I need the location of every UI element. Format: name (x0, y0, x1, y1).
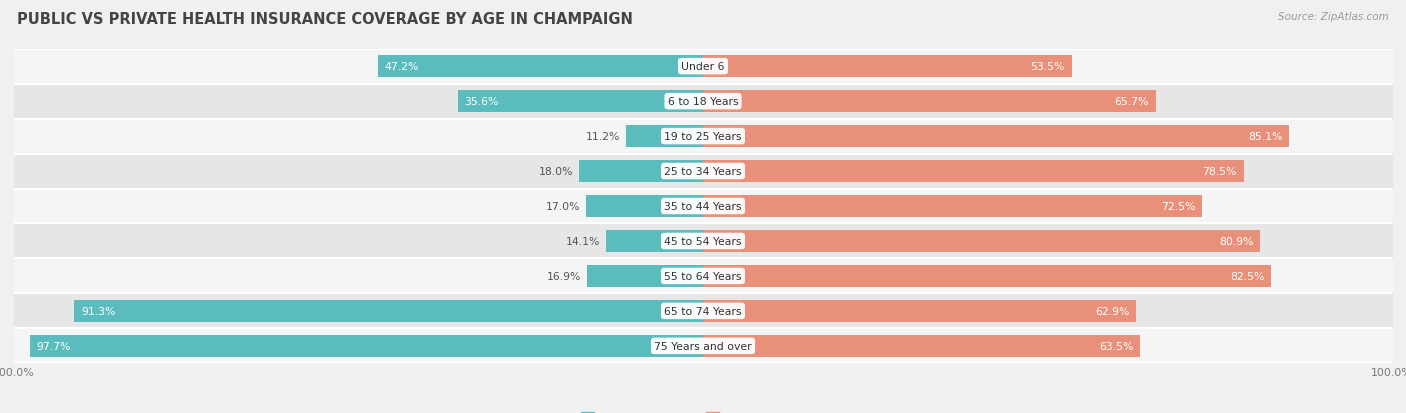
Text: 75 Years and over: 75 Years and over (654, 341, 752, 351)
Bar (579, 161, 703, 183)
Text: 65.7%: 65.7% (1115, 97, 1149, 107)
Text: 78.5%: 78.5% (1202, 166, 1237, 177)
Bar (14, 294, 1392, 329)
Text: Under 6: Under 6 (682, 62, 724, 72)
Text: 80.9%: 80.9% (1219, 236, 1254, 247)
Bar (586, 196, 703, 217)
Bar (586, 266, 703, 287)
Text: 85.1%: 85.1% (1249, 132, 1282, 142)
Text: 82.5%: 82.5% (1230, 271, 1264, 281)
Text: 91.3%: 91.3% (82, 306, 115, 316)
Bar (14, 259, 1392, 294)
Bar (626, 126, 703, 147)
Legend: Public Insurance, Private Insurance: Public Insurance, Private Insurance (576, 408, 830, 413)
Bar (703, 56, 1071, 78)
Bar (458, 91, 703, 113)
Bar (703, 91, 1156, 113)
Text: 14.1%: 14.1% (567, 236, 600, 247)
Text: 65 to 74 Years: 65 to 74 Years (664, 306, 742, 316)
Text: 25 to 34 Years: 25 to 34 Years (664, 166, 742, 177)
Bar (14, 189, 1392, 224)
Bar (703, 335, 1140, 357)
Text: 72.5%: 72.5% (1161, 202, 1195, 211)
Bar (703, 126, 1289, 147)
Text: 17.0%: 17.0% (546, 202, 581, 211)
Bar (75, 300, 703, 322)
Bar (703, 300, 1136, 322)
Text: PUBLIC VS PRIVATE HEALTH INSURANCE COVERAGE BY AGE IN CHAMPAIGN: PUBLIC VS PRIVATE HEALTH INSURANCE COVER… (17, 12, 633, 27)
Text: 11.2%: 11.2% (586, 132, 620, 142)
Bar (14, 154, 1392, 189)
Text: 6 to 18 Years: 6 to 18 Years (668, 97, 738, 107)
Bar (703, 230, 1260, 252)
Text: 35 to 44 Years: 35 to 44 Years (664, 202, 742, 211)
Bar (14, 119, 1392, 154)
Bar (14, 84, 1392, 119)
Text: 19 to 25 Years: 19 to 25 Years (664, 132, 742, 142)
Bar (703, 196, 1202, 217)
Text: 97.7%: 97.7% (37, 341, 72, 351)
Bar (703, 266, 1271, 287)
Bar (14, 50, 1392, 84)
Bar (703, 161, 1244, 183)
Text: 55 to 64 Years: 55 to 64 Years (664, 271, 742, 281)
Text: 18.0%: 18.0% (538, 166, 574, 177)
Bar (30, 335, 703, 357)
Text: 63.5%: 63.5% (1099, 341, 1133, 351)
Bar (606, 230, 703, 252)
Text: 16.9%: 16.9% (547, 271, 581, 281)
Text: Source: ZipAtlas.com: Source: ZipAtlas.com (1278, 12, 1389, 22)
Text: 35.6%: 35.6% (464, 97, 499, 107)
Text: 53.5%: 53.5% (1031, 62, 1064, 72)
Bar (14, 224, 1392, 259)
Bar (378, 56, 703, 78)
Bar (14, 329, 1392, 363)
Text: 62.9%: 62.9% (1095, 306, 1129, 316)
Text: 47.2%: 47.2% (385, 62, 419, 72)
Text: 45 to 54 Years: 45 to 54 Years (664, 236, 742, 247)
